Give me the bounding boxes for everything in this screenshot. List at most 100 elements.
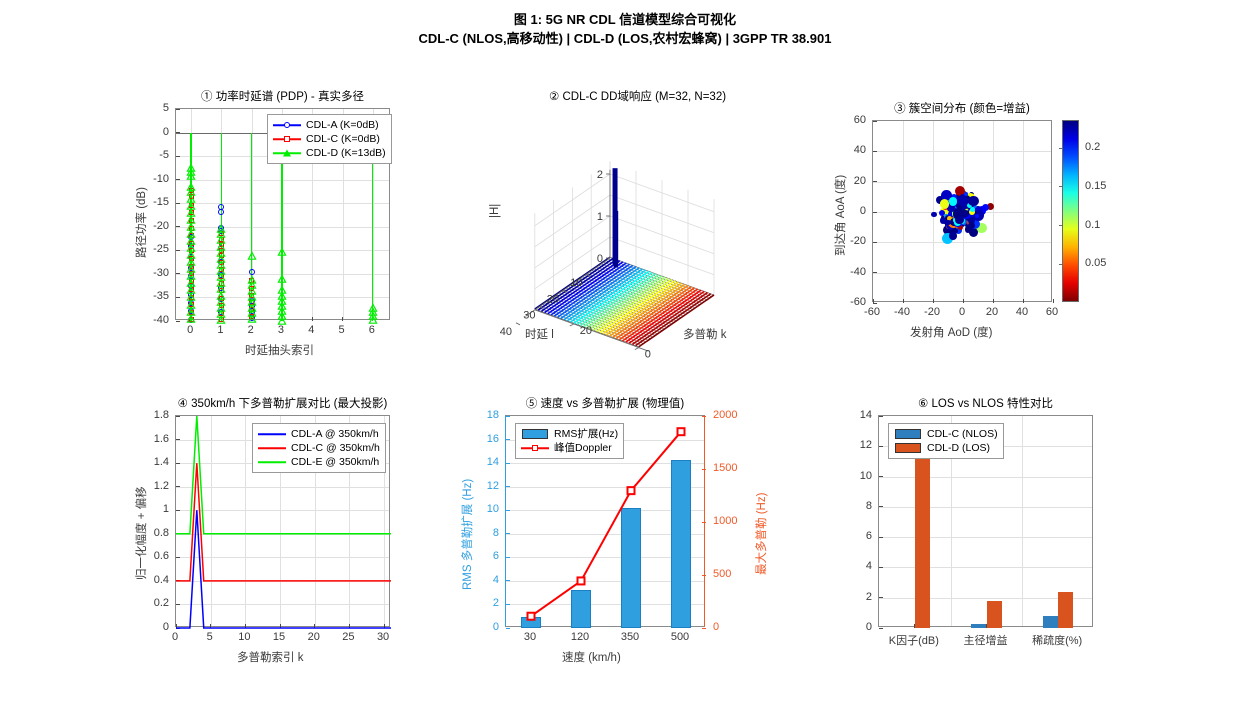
bar-los [914, 448, 930, 628]
cluster-point [970, 207, 976, 212]
panel3-ytick: 20 [853, 174, 866, 187]
tick-mark [176, 439, 180, 441]
panel5-ytick-left: 10 [486, 503, 499, 516]
tick-mark [702, 521, 706, 523]
doppler-marker [576, 576, 586, 586]
cluster-point [956, 203, 962, 209]
cluster-point [941, 190, 952, 202]
tick-mark [506, 603, 510, 605]
panel2-ztick: 0 [597, 253, 603, 265]
panel4-xtick: 30 [376, 631, 390, 643]
legend-sample [258, 456, 286, 468]
panel5-xtick: 30 [523, 631, 537, 643]
pdp-point [277, 290, 287, 300]
gridline [506, 486, 704, 488]
legend-label: CDL-C (K=0dB) [306, 133, 380, 145]
panel3-xtick: -20 [924, 306, 940, 318]
tick-mark [873, 120, 877, 122]
cluster-point [968, 227, 979, 238]
panel6-xtick: 稀疏度(%) [1032, 635, 1083, 647]
gridline [879, 506, 1092, 508]
bar-rms [621, 508, 641, 628]
panel1-xtick: 6 [368, 324, 375, 336]
panel1-ytick: 5 [162, 102, 169, 114]
panel3-ytick: 0 [859, 205, 866, 217]
gridline [506, 557, 704, 559]
panel4-legend: CDL-A @ 350km/h CDL-C @ 350km/h CDL-E @ 35… [252, 423, 386, 473]
panel4-ytick: 1.4 [153, 456, 169, 469]
gridline [506, 580, 704, 582]
tick-mark [506, 533, 510, 535]
figure-title-line1: 图 1: 5G NR CDL 信道模型综合可视化 [513, 12, 737, 27]
pdp-point [277, 311, 287, 321]
panel-doppler-spread: ④ 350km/h 下多普勒扩展对比 (最大投影) 归一化幅度 + 偏移 多普勒… [136, 398, 391, 664]
cluster-point [968, 222, 975, 230]
panel4-xtick: 0 [171, 631, 179, 643]
panel5-ytick-left: 0 [492, 621, 499, 633]
panel5-xtick: 500 [670, 631, 690, 643]
panel1-xtick: 0 [187, 324, 194, 336]
panel5-ytick-right: 0 [713, 621, 720, 633]
legend-color-swatch [522, 429, 548, 439]
tick-mark [873, 272, 877, 274]
panel-speed-doppler: ⑤ 速度 vs 多普勒扩展 (物理值) RMS 多普勒扩展 (Hz) 最大多普勒… [462, 398, 768, 664]
panel1-xtick: 4 [308, 324, 315, 336]
tick-mark [176, 462, 180, 464]
tick-mark [506, 439, 510, 441]
legend-label: CDL-D (LOS) [927, 442, 991, 454]
legend-row: CDL-A (K=0dB) [273, 118, 386, 132]
panel3-xtick: 40 [1015, 306, 1029, 318]
gridline [245, 416, 247, 626]
legend-label: CDL-C @ 350km/h [291, 442, 380, 454]
panel1-xtick: 2 [247, 324, 254, 336]
panel4-ytick: 0.6 [153, 550, 169, 563]
doppler-marker [626, 486, 636, 496]
legend-row: CDL-D (LOS) [894, 441, 998, 455]
panel2-xtick: 10 [570, 277, 582, 289]
tick-mark [506, 556, 510, 558]
cluster-point [960, 194, 966, 200]
panel2-ztick: 1 [597, 211, 603, 223]
panel3-ytick: 40 [853, 144, 866, 157]
panel1-ytick: -5 [159, 149, 169, 162]
legend-row: CDL-C @ 350km/h [258, 441, 380, 455]
legend-line [258, 461, 286, 463]
pdp-point [277, 274, 287, 283]
cluster-point [967, 195, 979, 207]
legend-sample [521, 442, 549, 454]
gridline [176, 557, 389, 559]
panel4-xtick: 20 [307, 631, 320, 643]
panel3-xtick: -60 [864, 306, 880, 318]
panel4-xtick: 5 [206, 631, 213, 643]
cluster-point [953, 208, 965, 220]
panel1-ytick: -30 [153, 266, 169, 279]
tick-mark [872, 299, 874, 303]
panel5-ytick-right: 1000 [713, 515, 738, 527]
cluster-point [960, 211, 967, 218]
panel4-lines [176, 415, 391, 629]
cluster-point [939, 199, 950, 209]
legend-label: RMS扩展(Hz) [554, 428, 619, 440]
panel1-title: ① 功率时延谱 (PDP) - 真实多径 [201, 91, 364, 103]
pdp-point [216, 315, 227, 324]
panel-pdp: ① 功率时延谱 (PDP) - 真实多径 路径功率 (dB) 时延抽头索引 CD… [136, 91, 392, 357]
cluster-point [938, 209, 946, 217]
tick-mark [702, 574, 706, 576]
stem-line [190, 132, 192, 321]
cluster-point [954, 185, 966, 197]
pdp-point [248, 269, 255, 275]
bar-rms [571, 589, 591, 628]
tick-mark [702, 415, 706, 417]
tick-mark [176, 273, 180, 275]
cluster-point [954, 226, 963, 234]
panel1-ytick: -40 [153, 314, 169, 326]
cluster-point [939, 217, 946, 224]
gridline [873, 151, 1051, 153]
gridline [879, 476, 1092, 478]
legend-row: 峰值Doppler [521, 441, 618, 455]
legend-label: CDL-A @ 350km/h [291, 428, 379, 440]
pdp-point [277, 295, 287, 305]
legend-label: CDL-A (K=0dB) [306, 119, 379, 131]
panel2-ytick: 20 [580, 325, 592, 337]
panel4-ytick: 1.8 [153, 409, 169, 421]
